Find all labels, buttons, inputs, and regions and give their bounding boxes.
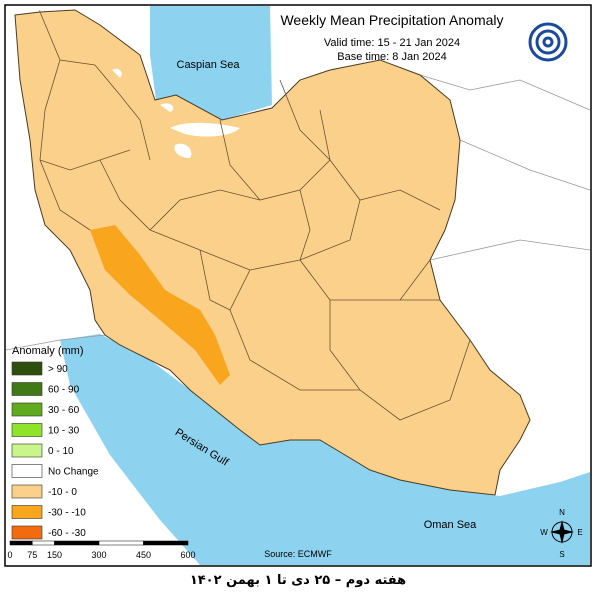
- scale-bar: 0 75 150 300 450 600: [7, 540, 196, 560]
- scale-segment: [54, 540, 100, 546]
- sea-label: Caspian Sea: [177, 59, 241, 71]
- scale-label: 0: [7, 550, 12, 560]
- no-change-area: [112, 68, 240, 158]
- scale-label: 300: [91, 550, 106, 560]
- sea-label: Oman Sea: [424, 519, 477, 531]
- legend-swatch: [11, 361, 43, 376]
- legend-swatch: [11, 525, 43, 540]
- compass-label: W: [540, 528, 548, 537]
- legend-swatch: [11, 423, 43, 437]
- legend-title: Anomaly (mm): [12, 345, 84, 357]
- scale-segment: [9, 540, 33, 546]
- scale-label: 450: [136, 550, 151, 560]
- footer: هفته دوم – ۲۵ دی تا ۱ بهمن ۱۴۰۲: [190, 573, 406, 588]
- gulf-sea: [60, 334, 590, 565]
- caspian-sea: [150, 6, 272, 120]
- legend-label: No Change: [48, 467, 99, 478]
- source: Source: ECMWF: [264, 549, 332, 559]
- compass-label: E: [577, 528, 582, 537]
- anomaly-area: [90, 225, 230, 385]
- legend-swatch: [11, 382, 43, 396]
- title: Weekly Mean Precipitation Anomaly: [280, 12, 503, 28]
- legend: > 90 60 - 90 30 - 60 10 - 30 0 - 10 No Change…: [11, 361, 99, 540]
- legend-label: -60 - -30: [48, 528, 86, 539]
- scale-label: 600: [180, 550, 195, 560]
- legend-label: 30 - 60: [48, 405, 80, 416]
- logo: [528, 22, 568, 62]
- scale-segment: [32, 540, 55, 546]
- legend-swatch: [11, 505, 43, 519]
- valid-time: Valid time: 15 - 21 Jan 2024: [324, 37, 460, 49]
- legend-label: 0 - 10: [48, 446, 74, 457]
- legend-label: 60 - 90: [48, 385, 80, 396]
- scale-segment: [143, 540, 189, 546]
- scale-segment: [98, 540, 144, 546]
- legend-label: > 90: [48, 364, 68, 375]
- legend-swatch: [11, 484, 43, 499]
- scale-label: 75: [27, 550, 37, 560]
- compass-label: S: [559, 550, 564, 559]
- legend-swatch: [11, 443, 43, 458]
- iran: [14, 9, 531, 496]
- legend-label: 10 - 30: [48, 426, 80, 437]
- legend-swatch: [11, 464, 43, 478]
- province-borders: [39, 11, 471, 421]
- legend-label: -10 - 0: [48, 487, 77, 498]
- base-time: Base time: 8 Jan 2024: [337, 51, 446, 63]
- legend-label: -30 - -10: [48, 508, 86, 519]
- compass: N E S W: [540, 508, 582, 559]
- scale-label: 150: [47, 550, 62, 560]
- compass-label: N: [559, 508, 565, 517]
- legend-swatch: [11, 402, 43, 417]
